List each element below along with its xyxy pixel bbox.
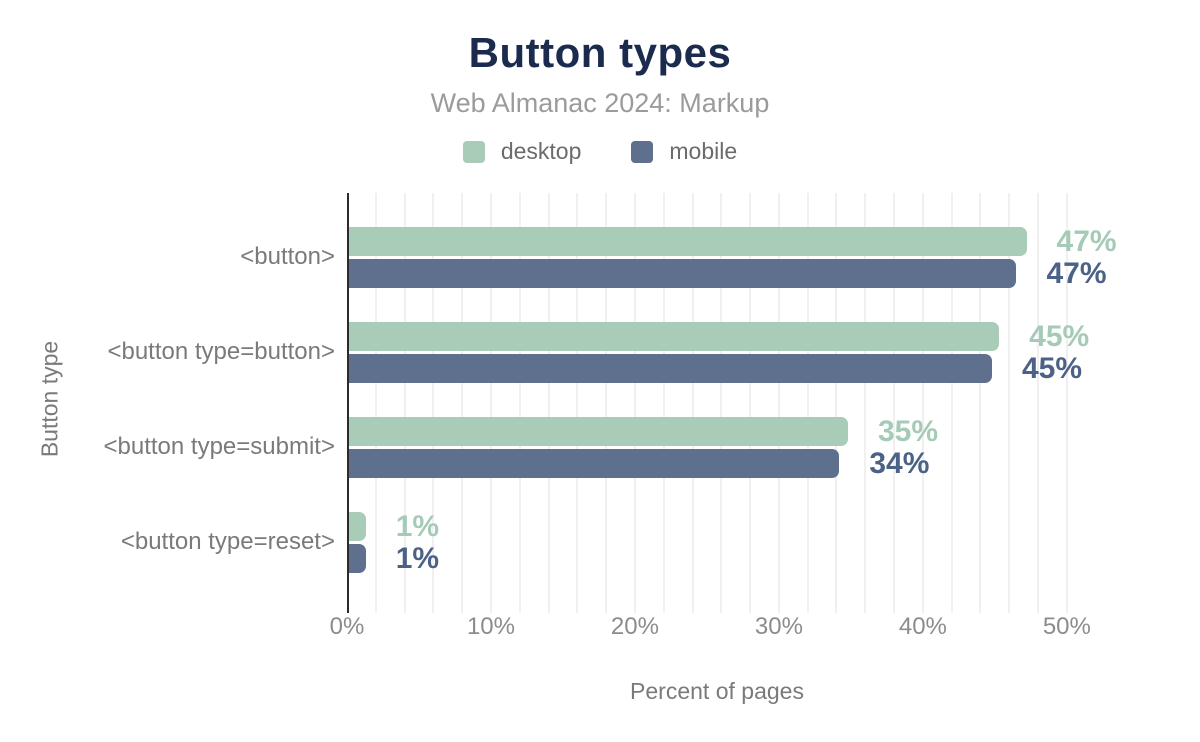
bar-group: <button> 47% 47% <box>240 226 1117 288</box>
legend-swatch-mobile <box>631 140 654 163</box>
gridline <box>547 193 550 613</box>
desktop-bar <box>347 512 366 541</box>
bar-row-mobile: 34% <box>347 446 1087 480</box>
x-tick-label: 10% <box>466 613 515 640</box>
gridline <box>1065 193 1068 613</box>
legend-swatch-desktop <box>462 140 485 163</box>
gridline <box>749 193 752 613</box>
chart-subtitle: Web Almanac 2024: Markup <box>430 88 770 118</box>
bar-row-mobile: 45% <box>347 351 1087 385</box>
gridline <box>921 193 924 613</box>
bar-row-desktop: 35% <box>347 414 1087 448</box>
y-axis-line <box>347 193 349 613</box>
gridline <box>777 193 780 613</box>
desktop-bar <box>347 322 1000 351</box>
mobile-bar <box>347 259 1017 288</box>
legend-label-desktop: desktop <box>500 138 582 164</box>
gridline <box>633 193 636 613</box>
gridline <box>806 193 809 613</box>
desktop-value-label: 1% <box>395 509 440 543</box>
gridline <box>576 193 579 613</box>
legend-item-mobile: mobile <box>631 140 737 163</box>
gridline <box>720 193 723 613</box>
x-tick-label: 50% <box>1042 613 1091 640</box>
x-tick-label: 40% <box>898 613 947 640</box>
gridline <box>950 193 953 613</box>
gridline <box>662 193 665 613</box>
bar-group: <button type=reset> 1% 1% <box>121 509 1087 575</box>
bar-row-mobile: 1% <box>347 541 1087 575</box>
mobile-bar <box>347 354 992 383</box>
gridline <box>979 193 982 613</box>
gridline <box>403 193 406 613</box>
x-tick-label: 20% <box>610 613 659 640</box>
desktop-value-label: 35% <box>878 414 939 448</box>
mobile-value-label: 34% <box>869 446 930 480</box>
mobile-bar <box>347 449 840 478</box>
category-label: <button> <box>240 243 335 270</box>
x-axis-title: Percent of pages <box>630 678 804 704</box>
gridline <box>432 193 435 613</box>
desktop-bar <box>347 417 848 446</box>
desktop-value-label: 45% <box>1029 319 1090 353</box>
bar-group: <button type=button> 45% 45% <box>107 319 1090 385</box>
chart-title: Button types <box>468 29 732 76</box>
legend: desktop mobile <box>0 140 1200 163</box>
category-label: <button type=button> <box>107 338 335 365</box>
mobile-value-label: 47% <box>1046 256 1107 290</box>
bar-row-desktop: 45% <box>347 319 1090 353</box>
gridline <box>893 193 896 613</box>
bar-group: <button type=submit> 35% 34% <box>104 414 1087 480</box>
legend-label-mobile: mobile <box>669 138 738 164</box>
desktop-value-label: 47% <box>1056 224 1117 258</box>
bar-row-desktop: 1% <box>347 509 1087 543</box>
gridline <box>691 193 694 613</box>
gridline <box>605 193 608 613</box>
gridline <box>1037 193 1040 613</box>
gridline <box>489 193 492 613</box>
gridline <box>1008 193 1011 613</box>
mobile-value-label: 45% <box>1021 351 1083 385</box>
mobile-bar <box>347 544 366 573</box>
category-label: <button type=reset> <box>120 528 335 555</box>
mobile-value-label: 1% <box>395 541 440 575</box>
gridline <box>461 193 464 613</box>
gridline <box>374 193 377 613</box>
bar-row-desktop: 47% <box>347 226 1117 256</box>
desktop-bar <box>347 227 1027 256</box>
y-axis-title: Button type <box>36 340 63 458</box>
gridline <box>518 193 521 613</box>
plot-area: <button> 47% 47% <button type=button> 45% 45%… <box>104 193 1117 613</box>
x-tick-label: 0% <box>329 613 365 640</box>
legend-item-desktop: desktop <box>462 138 582 164</box>
category-label: <button type=submit> <box>103 433 336 460</box>
bar-row-mobile: 47% <box>347 258 1107 288</box>
x-tick-label: 30% <box>754 613 803 640</box>
gridline <box>835 193 838 613</box>
gridline <box>864 193 867 613</box>
